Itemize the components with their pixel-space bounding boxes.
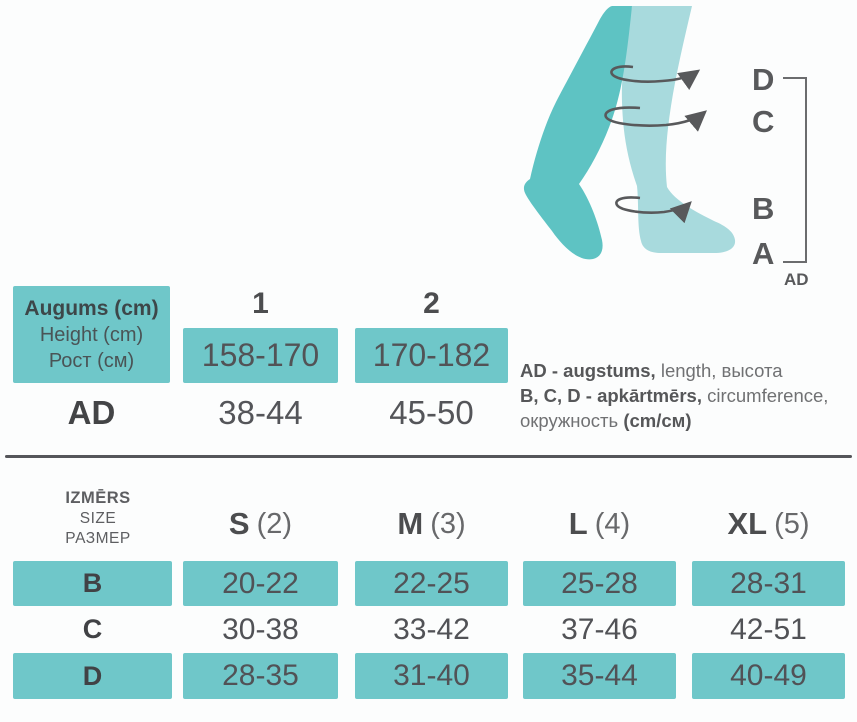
legend-ad-bold: AD - augstums,	[520, 360, 656, 381]
size-letter: L	[568, 506, 588, 541]
legs-illustration: D C B A AD	[523, 6, 809, 289]
height-column-1: 1	[252, 287, 269, 320]
size-value-cell: 35-44	[523, 653, 676, 699]
size-header-en: SIZE	[79, 509, 117, 527]
size-column-m: M (3)	[355, 503, 508, 545]
measurement-legend: AD - augstums, length, высота B, C, D - …	[520, 358, 852, 433]
label-c: C	[752, 104, 774, 139]
size-letter: S	[228, 506, 250, 541]
section-divider	[5, 455, 852, 458]
size-value-cell: 31-40	[355, 653, 508, 699]
size-row-label-c: C	[82, 614, 103, 644]
size-column-xl: XL (5)	[692, 503, 845, 545]
size-header-lv: IZMĒRS	[65, 489, 131, 508]
height-range-cell: 170-182	[355, 328, 508, 383]
ad-value-cell: 45-50	[389, 394, 474, 431]
height-header-lv: Augums (cm)	[24, 296, 159, 320]
label-b: B	[752, 191, 774, 226]
size-letter: XL	[727, 506, 768, 541]
label-a: A	[752, 236, 774, 271]
ad-bracket	[783, 77, 807, 263]
size-value-cell: 28-35	[183, 653, 338, 699]
height-column-2: 2	[423, 287, 440, 320]
circumference-arrow-b-icon	[615, 196, 692, 224]
height-header-ru: Рост (см)	[48, 349, 135, 372]
size-value-cell: 37-46	[561, 612, 638, 646]
height-range-cell: 158-170	[183, 328, 338, 383]
size-letter: M	[397, 506, 424, 541]
size-number: (2)	[256, 507, 293, 540]
height-table-header: Augums (cm) Height (cm) Рост (см)	[13, 286, 170, 383]
size-value-cell: 28-31	[692, 561, 845, 606]
size-number: (3)	[430, 507, 466, 540]
circumference-arrow-c-icon	[604, 106, 707, 132]
size-row-label-b: B	[13, 561, 172, 606]
size-column-s: S (2)	[183, 503, 338, 545]
size-number: (5)	[774, 507, 810, 540]
legend-units-plain: окружность	[520, 410, 624, 431]
circumference-arrow-d-icon	[610, 65, 701, 91]
label-d: D	[752, 62, 774, 97]
size-value-cell: 40-49	[692, 653, 845, 699]
back-leg-shape	[523, 6, 632, 260]
ad-row-label: AD	[67, 394, 116, 431]
legend-bcd-bold: B, C, D - apkārtmērs,	[520, 385, 702, 406]
size-table-header: IZMĒRS SIZE РАЗМЕР	[13, 488, 183, 550]
front-leg-shape	[621, 6, 736, 253]
legend-line-3: окружность (cm/см)	[520, 408, 852, 433]
size-column-l: L (4)	[523, 503, 676, 545]
size-value-cell: 25-28	[523, 561, 676, 606]
size-value-cell: 33-42	[393, 612, 470, 646]
size-value-cell: 20-22	[183, 561, 338, 606]
legend-ad-rest: length, высота	[655, 360, 783, 381]
legend-units-bold: (cm/см)	[623, 410, 692, 431]
label-ad: AD	[784, 270, 809, 289]
legend-line-2: B, C, D - apkārtmērs, circumference,	[520, 383, 852, 408]
size-row-label-d: D	[13, 653, 172, 699]
size-number: (4)	[594, 507, 631, 540]
size-value-cell: 30-38	[222, 612, 299, 646]
height-header-en: Height (cm)	[39, 323, 144, 346]
legend-line-1: AD - augstums, length, высота	[520, 358, 852, 383]
size-value-cell: 22-25	[355, 561, 508, 606]
size-header-ru: РАЗМЕР	[65, 530, 131, 548]
ad-value-cell: 38-44	[218, 394, 303, 431]
legend-bcd-rest: circumference,	[701, 385, 829, 406]
size-value-cell: 42-51	[730, 612, 807, 646]
